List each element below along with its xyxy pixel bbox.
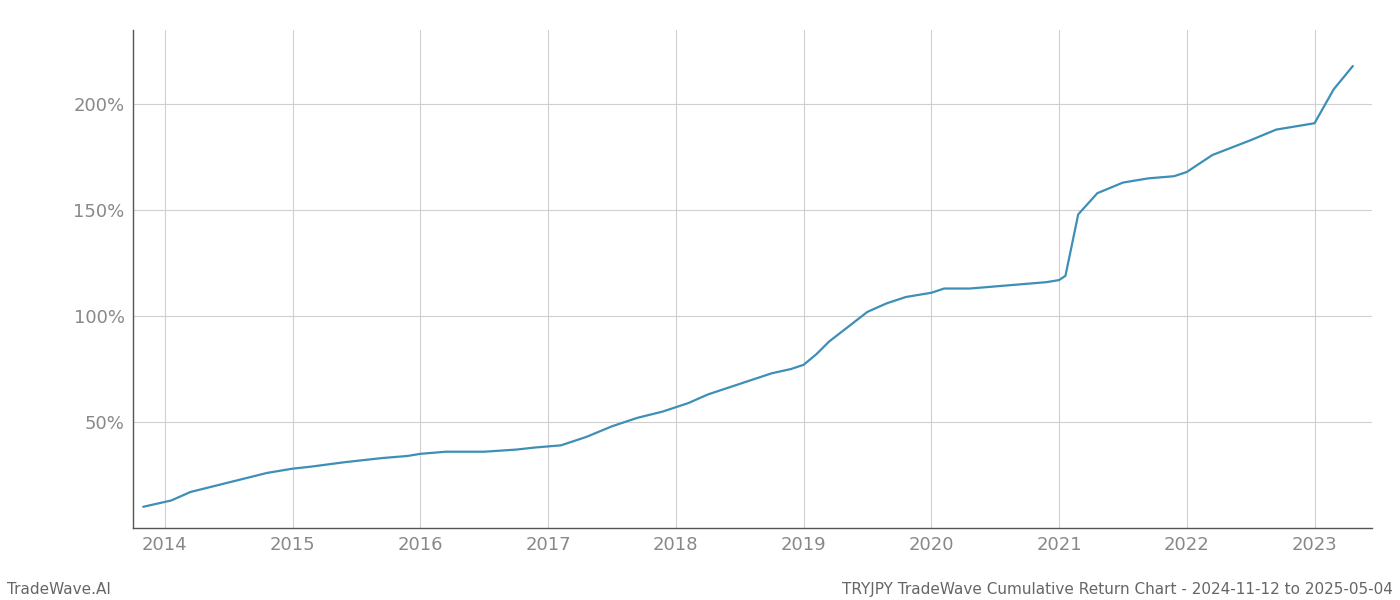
Text: TRYJPY TradeWave Cumulative Return Chart - 2024-11-12 to 2025-05-04: TRYJPY TradeWave Cumulative Return Chart… [843, 582, 1393, 597]
Text: TradeWave.AI: TradeWave.AI [7, 582, 111, 597]
